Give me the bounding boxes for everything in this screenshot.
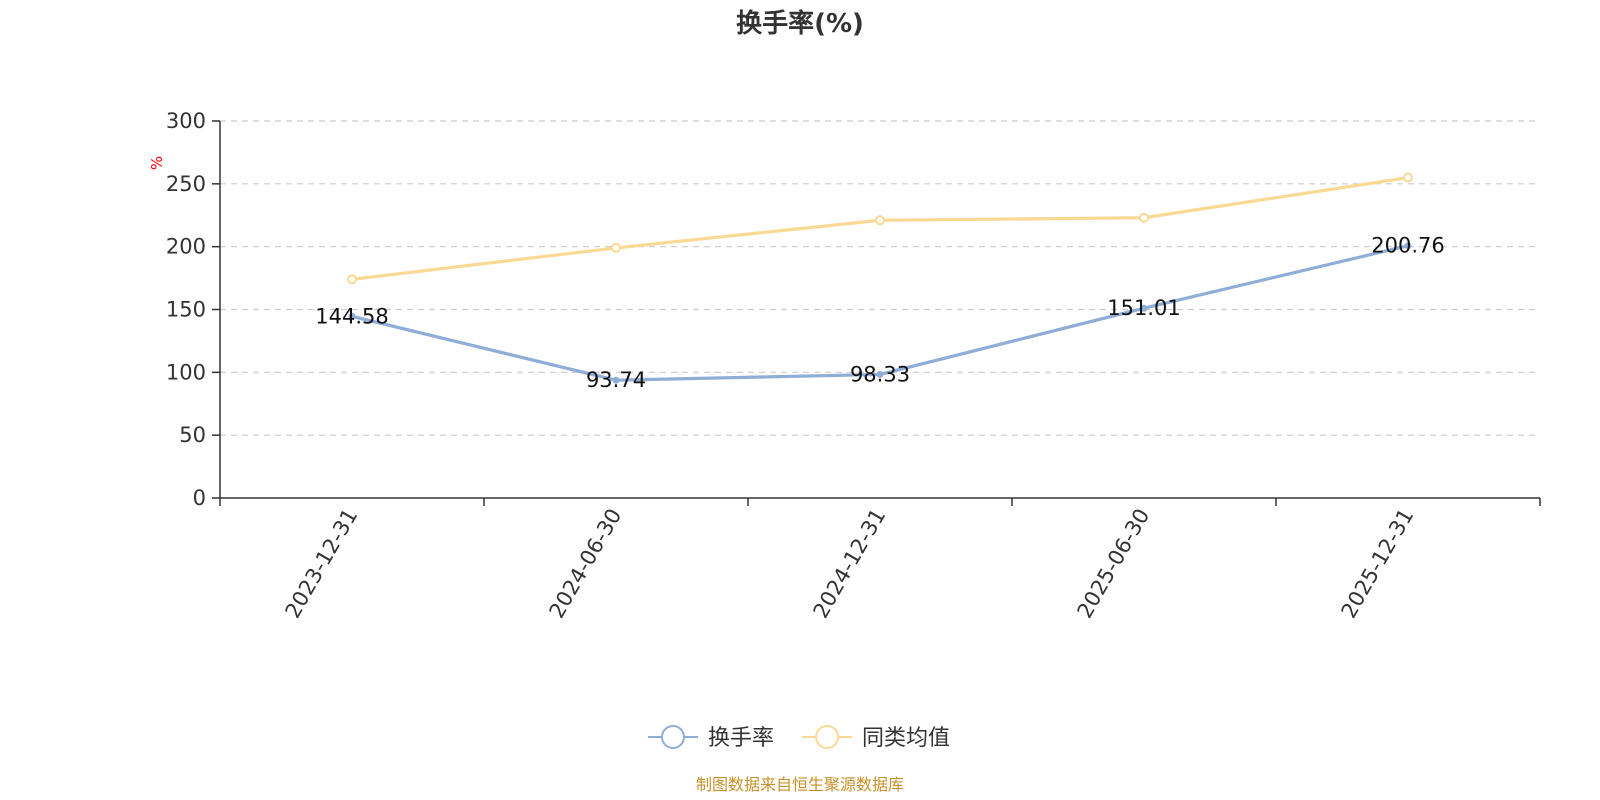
- data-point[interactable]: [1404, 242, 1412, 250]
- x-tick-label: 2023-12-31: [281, 505, 363, 623]
- data-point[interactable]: [348, 312, 356, 320]
- data-label: 200.76: [1371, 234, 1444, 258]
- grid-lines: [220, 120, 1540, 436]
- x-tick-label: 2025-06-30: [1073, 505, 1155, 623]
- legend-label: 同类均值: [862, 726, 950, 751]
- y-tick-label: 300: [166, 109, 206, 133]
- legend-item-0[interactable]: 换手率: [648, 725, 774, 751]
- legend-label: 换手率: [708, 726, 774, 751]
- data-point[interactable]: [876, 370, 884, 378]
- data-point[interactable]: [611, 242, 621, 253]
- series-line-1: [351, 175, 1409, 281]
- legend-item-1[interactable]: 同类均值: [802, 725, 950, 751]
- y-tick-label: 50: [179, 423, 206, 447]
- data-point[interactable]: [1139, 212, 1149, 223]
- data-point[interactable]: [875, 215, 885, 226]
- x-tick-label: 2024-12-31: [809, 505, 891, 623]
- x-tick-label: 2024-06-30: [545, 505, 627, 623]
- data-labels: 144.58 93.74 98.33 151.01 200.76: [315, 234, 1444, 392]
- data-point[interactable]: [1140, 304, 1148, 312]
- series-line-0: [351, 244, 1409, 382]
- data-label: 98.33: [850, 362, 910, 386]
- legend[interactable]: 换手率 同类均值: [648, 725, 950, 751]
- series-lines: [347, 172, 1413, 384]
- data-point[interactable]: [612, 376, 620, 384]
- y-tick-label: 200: [166, 235, 206, 259]
- legend-marker-icon: [661, 725, 685, 749]
- data-label: 144.58: [315, 304, 388, 328]
- data-label: 151.01: [1107, 296, 1180, 320]
- y-tick-label: 150: [166, 298, 206, 322]
- y-tick-label: 0: [193, 486, 206, 510]
- chart-title: 换手率(%): [736, 8, 864, 39]
- x-tick-label: 2025-12-31: [1337, 505, 1419, 623]
- data-source-note: 制图数据来自恒生聚源数据库: [696, 775, 904, 794]
- data-point[interactable]: [347, 274, 357, 285]
- legend-marker-icon: [815, 725, 839, 749]
- y-tick-label: 250: [166, 172, 206, 196]
- data-point[interactable]: [1403, 172, 1413, 183]
- y-tick-label: 100: [166, 360, 206, 384]
- y-axis-unit-label: %: [148, 156, 166, 170]
- data-label: 93.74: [586, 368, 646, 392]
